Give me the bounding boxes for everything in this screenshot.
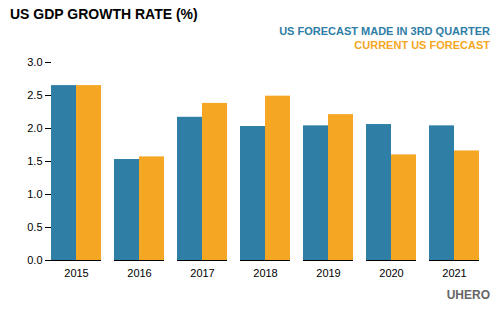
svg-text:2017: 2017	[190, 267, 214, 279]
svg-text:0.5: 0.5	[27, 221, 42, 233]
svg-text:2016: 2016	[127, 267, 151, 279]
svg-text:2021: 2021	[442, 267, 466, 279]
html-text:UHERO: UHERO	[446, 288, 490, 302]
svg-text:2.5: 2.5	[27, 89, 42, 101]
svg-text:2019: 2019	[316, 267, 340, 279]
svg-text:3.0: 3.0	[27, 56, 42, 68]
svg-text:2015: 2015	[64, 267, 88, 279]
svg-text:2.0: 2.0	[27, 122, 42, 134]
svg-text:2020: 2020	[379, 267, 403, 279]
svg-text:1.5: 1.5	[27, 155, 42, 167]
html-text:US FORECAST MADE IN 3RD QUARTE: US FORECAST MADE IN 3RD QUARTER	[279, 25, 490, 37]
html-text:CURRENT US FORECAST: CURRENT US FORECAST	[354, 39, 490, 51]
svg-text:2018: 2018	[253, 267, 277, 279]
html-text:US GDP GROWTH RATE (%): US GDP GROWTH RATE (%)	[10, 6, 198, 22]
svg-text:0.0: 0.0	[27, 254, 42, 266]
svg-text:1.0: 1.0	[27, 188, 42, 200]
